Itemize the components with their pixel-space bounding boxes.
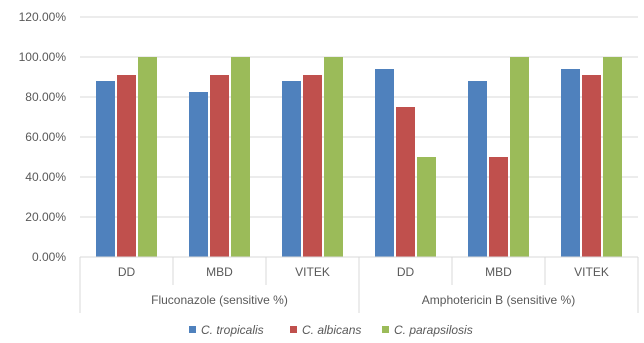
y-tick-label: 40.00% bbox=[25, 170, 66, 184]
legend-label: C. tropicalis bbox=[201, 323, 264, 337]
bar-0-0 bbox=[96, 81, 115, 257]
group-label: Amphotericin B (sensitive %) bbox=[422, 293, 575, 307]
legend-swatch bbox=[382, 326, 389, 333]
bar-2-1 bbox=[231, 57, 250, 257]
bar-1-0 bbox=[117, 75, 136, 257]
bar-0-3 bbox=[375, 69, 394, 257]
x-tick-label: MBD bbox=[206, 265, 233, 279]
bar-0-5 bbox=[561, 69, 580, 257]
y-tick-label: 60.00% bbox=[25, 130, 66, 144]
y-tick-label: 20.00% bbox=[25, 210, 66, 224]
bar-1-2 bbox=[303, 75, 322, 257]
bar-1-5 bbox=[582, 75, 601, 257]
x-tick-label: MBD bbox=[485, 265, 512, 279]
bar-1-4 bbox=[489, 157, 508, 257]
y-tick-label: 80.00% bbox=[25, 90, 66, 104]
bar-1-3 bbox=[396, 107, 415, 257]
x-tick-label: DD bbox=[118, 265, 136, 279]
bar-2-3 bbox=[417, 157, 436, 257]
x-tick-label: VITEK bbox=[574, 265, 609, 279]
bar-0-1 bbox=[189, 92, 208, 257]
bar-0-2 bbox=[282, 81, 301, 257]
legend-swatch bbox=[290, 326, 297, 333]
bar-2-2 bbox=[324, 57, 343, 257]
bar-2-4 bbox=[510, 57, 529, 257]
legend-label: C. albicans bbox=[302, 323, 361, 337]
y-tick-label: 120.00% bbox=[19, 10, 67, 24]
bar-2-0 bbox=[138, 57, 157, 257]
x-tick-label: VITEK bbox=[295, 265, 330, 279]
legend-label: C. parapsilosis bbox=[394, 323, 473, 337]
bar-1-1 bbox=[210, 75, 229, 257]
legend-swatch bbox=[189, 326, 196, 333]
group-label: Fluconazole (sensitive %) bbox=[151, 293, 288, 307]
x-tick-label: DD bbox=[397, 265, 415, 279]
bar-0-4 bbox=[468, 81, 487, 257]
bar-2-5 bbox=[603, 57, 622, 257]
y-tick-label: 0.00% bbox=[32, 250, 66, 264]
y-tick-label: 100.00% bbox=[19, 50, 67, 64]
